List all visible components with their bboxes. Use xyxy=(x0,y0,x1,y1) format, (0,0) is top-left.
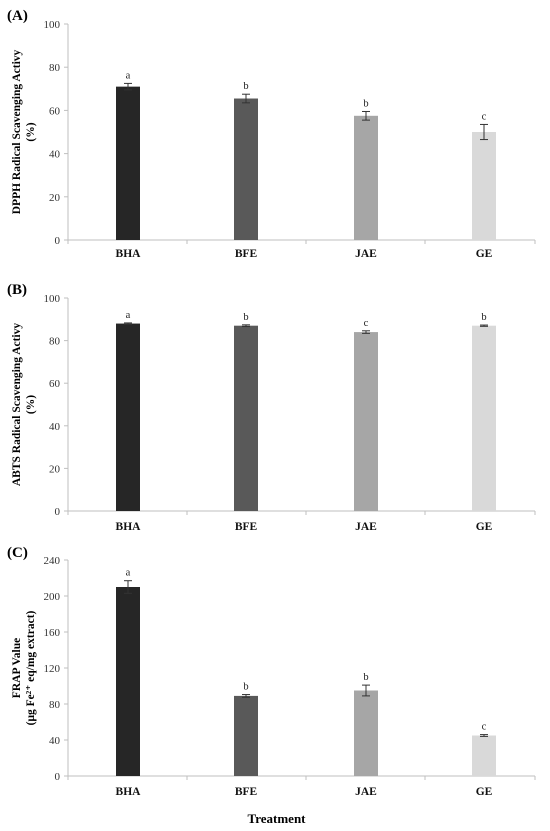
bar-bha xyxy=(116,587,140,776)
error-bar xyxy=(124,322,132,325)
significance-letter: c xyxy=(482,111,487,122)
y-axis-label-line: (%) xyxy=(25,395,37,414)
significance-letter: b xyxy=(243,312,248,323)
y-tick-label: 40 xyxy=(49,149,61,161)
error-bar xyxy=(362,684,370,697)
bar-jae xyxy=(354,115,378,240)
significance-letter: b xyxy=(363,98,368,109)
significance-letter: b xyxy=(481,312,486,323)
y-tick-label: 200 xyxy=(44,591,61,603)
panel-label: (A) xyxy=(7,8,28,24)
y-tick-label: 40 xyxy=(49,421,61,433)
y-tick-label: 80 xyxy=(49,336,61,348)
y-tick-label: 240 xyxy=(44,555,61,567)
category-label: BHA xyxy=(116,521,142,533)
y-tick-label: 0 xyxy=(55,506,61,518)
error-bar xyxy=(480,324,488,327)
category-label: GE xyxy=(476,786,493,798)
y-tick-label: 0 xyxy=(55,771,61,783)
y-axis-label-line: (μg Fe²⁺ eq/mg extract) xyxy=(25,610,37,725)
category-label: BHA xyxy=(116,248,142,260)
error-bar xyxy=(480,123,488,141)
y-tick-label: 60 xyxy=(49,105,61,117)
bar-jae xyxy=(354,690,378,776)
y-axis-label-line: DPPH Radical Scavenging Activy xyxy=(11,49,23,214)
error-bar xyxy=(242,324,250,328)
bar-bha xyxy=(116,86,140,240)
category-label: BFE xyxy=(235,521,258,533)
significance-letter: c xyxy=(364,318,369,329)
category-label: JAE xyxy=(355,786,377,798)
y-tick-label: 80 xyxy=(49,699,61,711)
category-label: JAE xyxy=(355,248,377,260)
chart-panel-c: (C) 0 40 80 120 160 200 240 FRAP Value (μg Fe²⁺ e… xyxy=(7,545,536,826)
y-tick-label: 40 xyxy=(49,735,61,747)
category-label: GE xyxy=(476,248,493,260)
category-label: JAE xyxy=(355,521,377,533)
category-label: BFE xyxy=(235,786,258,798)
bar-jae xyxy=(354,332,378,511)
bar-ge xyxy=(472,132,496,240)
significance-letter: b xyxy=(243,81,248,92)
bar-ge xyxy=(472,325,496,511)
chart-panel-b: (B) 0 20 40 60 80 100 ABTS Radical Scavenging A… xyxy=(7,282,536,533)
bar-bfe xyxy=(234,98,258,241)
significance-letter: c xyxy=(482,722,487,733)
y-tick-label: 0 xyxy=(55,235,61,247)
bar-bfe xyxy=(234,325,258,511)
bar-bha xyxy=(116,323,140,511)
category-label: BFE xyxy=(235,248,258,260)
y-tick-label: 120 xyxy=(44,663,61,675)
y-tick-label: 20 xyxy=(49,192,61,204)
chart-panel-a: (A) 0 20 40 60 80 100 DPPH Radical Scavenging A… xyxy=(7,8,536,260)
y-tick-label: 20 xyxy=(49,463,61,475)
category-label: GE xyxy=(476,521,493,533)
y-axis-label-line: FRAP Value xyxy=(11,638,23,698)
significance-letter: a xyxy=(126,568,131,579)
panel-label: (B) xyxy=(7,282,27,298)
error-bar xyxy=(242,93,250,104)
y-axis-label-line: (%) xyxy=(25,122,37,141)
panel-label: (C) xyxy=(7,545,28,561)
bar-ge xyxy=(472,735,496,776)
y-tick-label: 80 xyxy=(49,62,61,74)
y-tick-label: 160 xyxy=(44,627,61,639)
error-bar xyxy=(480,734,488,737)
error-bar xyxy=(124,580,132,594)
error-bar xyxy=(124,82,132,91)
category-label: BHA xyxy=(116,786,142,798)
y-axis-label-line: ABTS Radical Scavenging Activy xyxy=(11,323,23,487)
significance-letter: a xyxy=(126,310,131,321)
y-tick-label: 100 xyxy=(44,19,61,31)
error-bar xyxy=(242,694,250,698)
y-tick-label: 100 xyxy=(44,293,61,305)
error-bar xyxy=(362,330,370,334)
significance-letter: b xyxy=(363,672,368,683)
error-bar xyxy=(362,110,370,121)
y-tick-label: 60 xyxy=(49,378,61,390)
significance-letter: a xyxy=(126,70,131,81)
x-axis-label: Treatment xyxy=(248,811,307,826)
bar-bfe xyxy=(234,695,258,776)
significance-letter: b xyxy=(243,682,248,693)
